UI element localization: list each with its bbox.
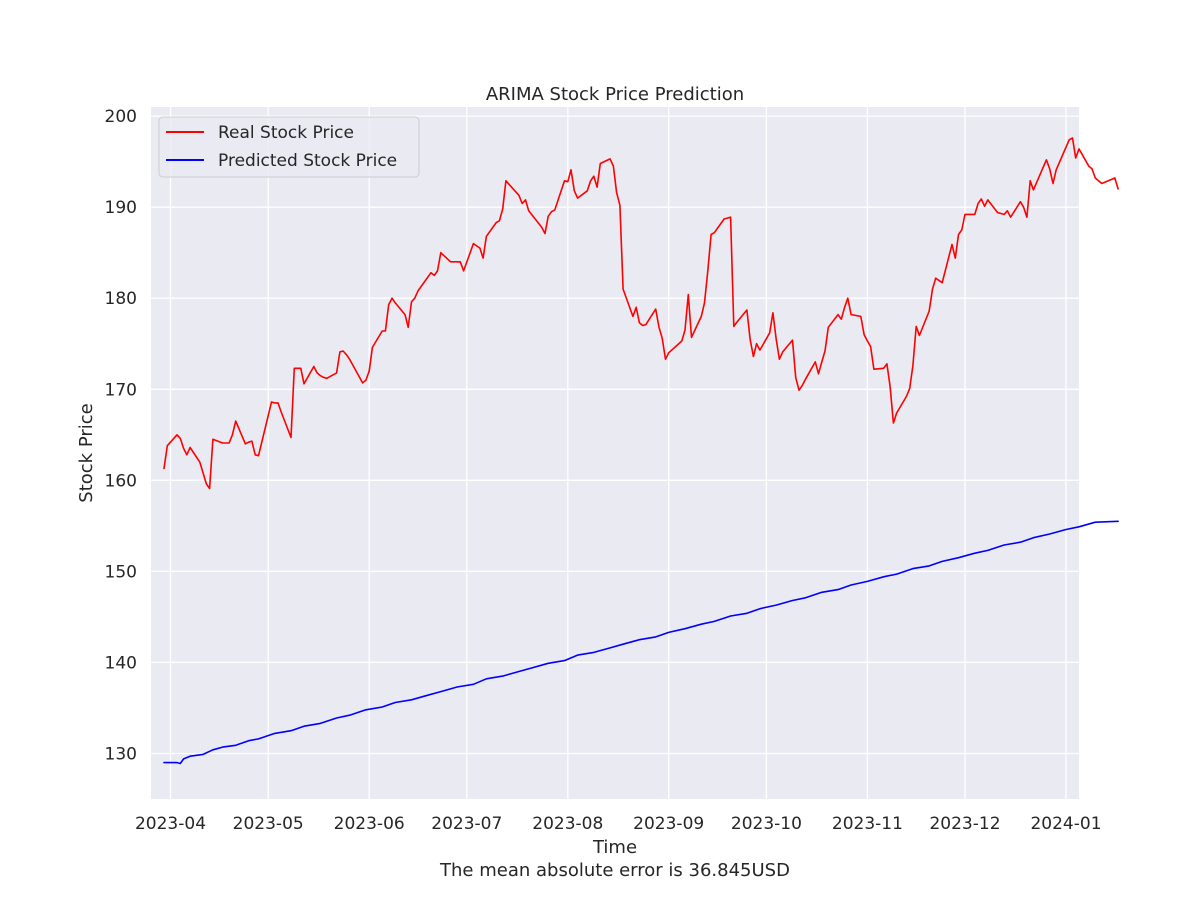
- y-tick-label: 150: [105, 562, 137, 582]
- y-tick-label: 130: [105, 745, 137, 765]
- x-tick-label: 2023-11: [832, 814, 903, 834]
- legend: Real Stock Price Predicted Stock Price: [158, 116, 420, 178]
- legend-frame: [158, 116, 420, 178]
- x-axis-label: Time: [592, 837, 637, 858]
- chart-title: ARIMA Stock Price Prediction: [486, 84, 744, 105]
- predicted-price-line: [163, 520, 1119, 765]
- y-tick-label: 160: [105, 471, 137, 491]
- y-tick-label: 140: [105, 653, 137, 673]
- y-tick-label: 200: [105, 107, 137, 127]
- plot-area: [151, 107, 1079, 799]
- series-layer: [163, 137, 1119, 765]
- x-tick-label: 2023-06: [334, 814, 405, 834]
- legend-label-predicted: Predicted Stock Price: [218, 151, 397, 171]
- x-tick-label: 2023-05: [233, 814, 304, 834]
- tick-layer: 130 140 150 160 170 180 190 200 2023-04 2023-05 20…: [105, 107, 1102, 834]
- x-tick-label: 2023-10: [731, 814, 802, 834]
- x-tick-label: 2024-01: [1030, 814, 1101, 834]
- legend-label-real: Real Stock Price: [218, 123, 354, 143]
- grid-layer: [151, 107, 1079, 799]
- y-tick-label: 170: [105, 380, 137, 400]
- x-tick-label: 2023-08: [532, 814, 603, 834]
- y-tick-label: 180: [105, 289, 137, 309]
- real-price-line: [163, 137, 1119, 490]
- mae-caption: The mean absolute error is 36.845USD: [439, 860, 790, 881]
- x-tick-label: 2023-07: [431, 814, 502, 834]
- x-tick-label: 2023-12: [929, 814, 1000, 834]
- x-tick-label: 2023-09: [633, 814, 704, 834]
- y-tick-label: 190: [105, 198, 137, 218]
- y-axis-label: Stock Price: [76, 403, 97, 502]
- x-tick-label: 2023-04: [135, 814, 206, 834]
